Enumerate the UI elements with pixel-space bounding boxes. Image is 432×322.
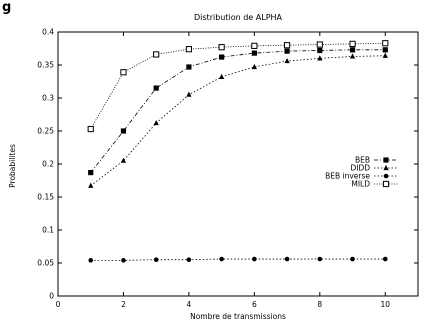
data-point-mild-10: [382, 40, 389, 47]
data-point-beb-inverse-9: [350, 256, 355, 262]
y-axis-label: Probabilites: [8, 144, 17, 188]
data-point-beb-10: [382, 47, 388, 53]
data-point-beb-inverse-5: [219, 256, 224, 262]
y-tick-label-5: 0.25: [37, 127, 54, 136]
data-point-beb-7: [284, 48, 290, 54]
data-point-beb-8: [317, 47, 323, 54]
data-point-beb-6: [251, 50, 257, 56]
legend-label-beb-inverse: BEB inverse: [325, 172, 370, 181]
partial-header-glyph: g: [2, 0, 11, 15]
data-point-didd-2: [120, 157, 127, 163]
y-tick-label-0: 0: [49, 292, 54, 301]
data-point-didd-10: [382, 52, 388, 58]
data-point-beb-inverse-8: [317, 256, 323, 262]
legend-label-beb: BEB: [355, 156, 370, 165]
data-point-beb-inverse-4: [186, 257, 192, 263]
legend-marker-didd: [383, 164, 389, 171]
legend-label-didd: DIDD: [350, 164, 370, 173]
data-point-mild-4: [185, 46, 193, 53]
series-line-beb-inverse: [90, 258, 386, 261]
data-point-didd-3: [153, 119, 159, 126]
data-point-didd-7: [284, 57, 290, 64]
y-tick-label-3: 0.15: [37, 193, 54, 202]
x-tick-label-3: 6: [252, 300, 257, 309]
x-tick-label-5: 10: [380, 300, 390, 309]
y-tick-label-8: 0.4: [42, 28, 54, 37]
series-line-didd: [90, 55, 386, 187]
data-point-didd-1: [88, 182, 94, 188]
x-tick-label-1: 2: [121, 300, 126, 309]
series-line-mild: [90, 42, 386, 130]
data-point-mild-9: [349, 40, 356, 47]
series-didd: [88, 52, 388, 188]
x-axis-label: Nombre de transmissions: [190, 312, 286, 321]
data-point-mild-6: [251, 42, 258, 49]
y-tick-label-7: 0.35: [37, 61, 54, 70]
data-point-beb-inverse-1: [88, 258, 94, 263]
axis-ticks: 0 2 4 6 8 10 0 0.05 0.1 0.15 0.2 0.25 0.3 0.35 0.4: [37, 28, 418, 309]
legend-label-mild: MILD: [351, 180, 370, 189]
series-line-beb: [90, 49, 386, 173]
series-beb-inverse: [88, 256, 388, 263]
chart-title: Distribution de ALPHA: [194, 13, 283, 22]
legend-marker-beb: [383, 157, 389, 163]
y-tick-label-1: 0.05: [37, 259, 54, 268]
data-point-mild-2: [120, 69, 127, 76]
data-point-mild-8: [316, 41, 323, 48]
data-point-mild-1: [87, 125, 94, 133]
data-point-beb-inverse-10: [382, 256, 388, 262]
data-point-didd-8: [317, 55, 323, 61]
x-tick-label-2: 4: [187, 300, 192, 309]
legend-marker-beb-inverse: [383, 173, 389, 179]
y-tick-label-4: 0.2: [42, 160, 54, 169]
data-point-didd-9: [349, 53, 356, 59]
data-point-didd-6: [251, 63, 257, 70]
data-point-beb-inverse-7: [284, 256, 290, 262]
legend-marker-mild: [382, 180, 390, 188]
partial-header-text: g: [0, 0, 20, 21]
data-point-didd-4: [186, 91, 192, 97]
series-beb: [88, 47, 388, 176]
data-point-didd-5: [219, 73, 225, 79]
data-point-beb-inverse-2: [121, 258, 126, 263]
x-tick-label-4: 8: [317, 300, 322, 309]
data-point-beb-1: [88, 169, 94, 176]
data-point-beb-5: [219, 54, 225, 60]
series-mild: [87, 40, 389, 133]
x-tick-label-0: 0: [56, 300, 61, 309]
data-point-beb-2: [120, 128, 127, 134]
data-point-beb-inverse-6: [252, 256, 257, 262]
y-tick-label-6: 0.3: [42, 94, 54, 103]
data-point-mild-3: [153, 51, 160, 58]
series-group: [87, 40, 389, 263]
data-point-beb-3: [153, 85, 159, 91]
data-point-beb-9: [349, 47, 356, 53]
data-point-mild-5: [218, 44, 225, 51]
data-point-beb-4: [186, 64, 192, 70]
data-point-beb-inverse-3: [153, 257, 159, 263]
y-tick-label-2: 0.1: [42, 226, 54, 235]
data-point-mild-7: [283, 42, 291, 49]
